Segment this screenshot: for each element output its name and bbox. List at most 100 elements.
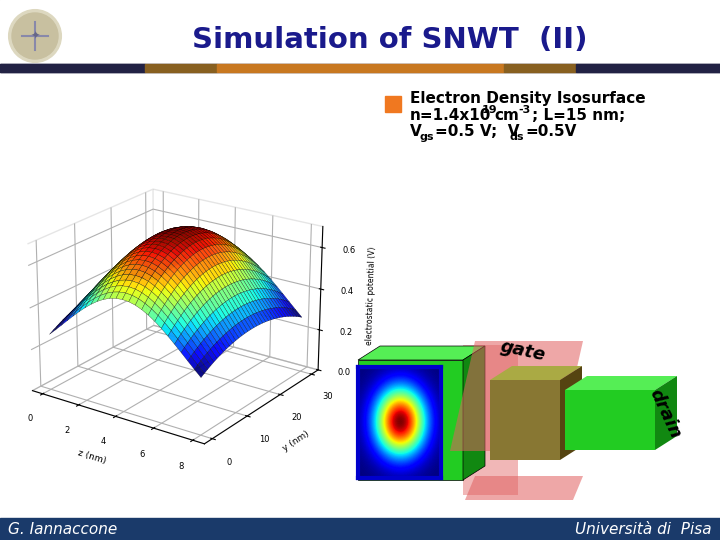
Bar [389,64,390,72]
Bar [319,64,320,72]
Bar [88,64,89,72]
Bar [640,64,641,72]
Bar [100,64,101,72]
Bar [309,64,310,72]
Bar [207,64,208,72]
Bar [272,64,273,72]
Bar [488,64,489,72]
Bar [46,64,47,72]
Bar [717,64,718,72]
Bar [681,64,682,72]
Bar [196,64,197,72]
Bar [441,64,442,72]
Bar [627,64,628,72]
Bar [583,64,584,72]
Bar [293,64,294,72]
Bar [498,64,499,72]
Bar [417,64,418,72]
Bar [90,64,91,72]
Bar [237,64,238,72]
Bar [146,64,147,72]
Bar [677,64,678,72]
Bar [637,64,638,72]
Bar [473,64,474,72]
Bar [71,64,72,72]
Bar [576,64,577,72]
Bar [14,64,15,72]
Bar [344,64,345,72]
Bar [465,64,466,72]
Bar [275,64,276,72]
Bar [420,64,421,72]
Bar [418,64,419,72]
Bar [102,64,103,72]
Bar [630,64,631,72]
Bar [525,64,526,72]
Bar [340,64,341,72]
Bar [83,64,84,72]
Text: =0.5 V;  V: =0.5 V; V [435,125,520,139]
Bar [194,64,195,72]
Bar [561,64,562,72]
Bar [5,64,6,72]
Bar [269,64,270,72]
Bar [343,64,344,72]
Bar [178,64,179,72]
Bar [35,64,36,72]
Bar [443,64,444,72]
Bar [697,64,698,72]
Bar [265,64,266,72]
Bar [358,64,359,72]
Bar [412,64,413,72]
Bar [499,64,500,72]
Bar [342,64,343,72]
Polygon shape [463,345,518,495]
Bar [472,64,473,72]
Bar [449,64,450,72]
Bar [148,64,149,72]
Bar [24,64,25,72]
Bar [544,64,545,72]
Bar [361,64,362,72]
Bar [175,64,176,72]
Bar [365,64,366,72]
Text: gs: gs [420,132,434,142]
Bar [578,64,579,72]
Bar [289,64,290,72]
Bar [636,64,637,72]
Bar [618,64,619,72]
Bar [3,64,4,72]
Bar [240,64,241,72]
Bar [541,64,542,72]
Bar [45,64,46,72]
Bar [69,64,70,72]
Bar [645,64,646,72]
Bar [562,64,563,72]
Bar [617,64,618,72]
Bar [252,64,253,72]
Bar [47,64,48,72]
Bar [594,64,595,72]
Bar [709,64,710,72]
Bar [644,64,645,72]
Bar [404,64,405,72]
Bar [680,64,681,72]
Bar [201,64,202,72]
Bar [651,64,652,72]
Bar [714,64,715,72]
Bar [22,64,23,72]
Bar [181,64,182,72]
Bar [299,64,300,72]
Bar [458,64,459,72]
Bar [338,64,339,72]
Bar [563,64,564,72]
Bar [519,64,520,72]
Bar [621,64,622,72]
Bar [198,64,199,72]
Bar [61,64,62,72]
Bar [336,64,337,72]
Bar [497,64,498,72]
Bar [17,64,18,72]
Bar [21,64,22,72]
Bar [447,64,448,72]
